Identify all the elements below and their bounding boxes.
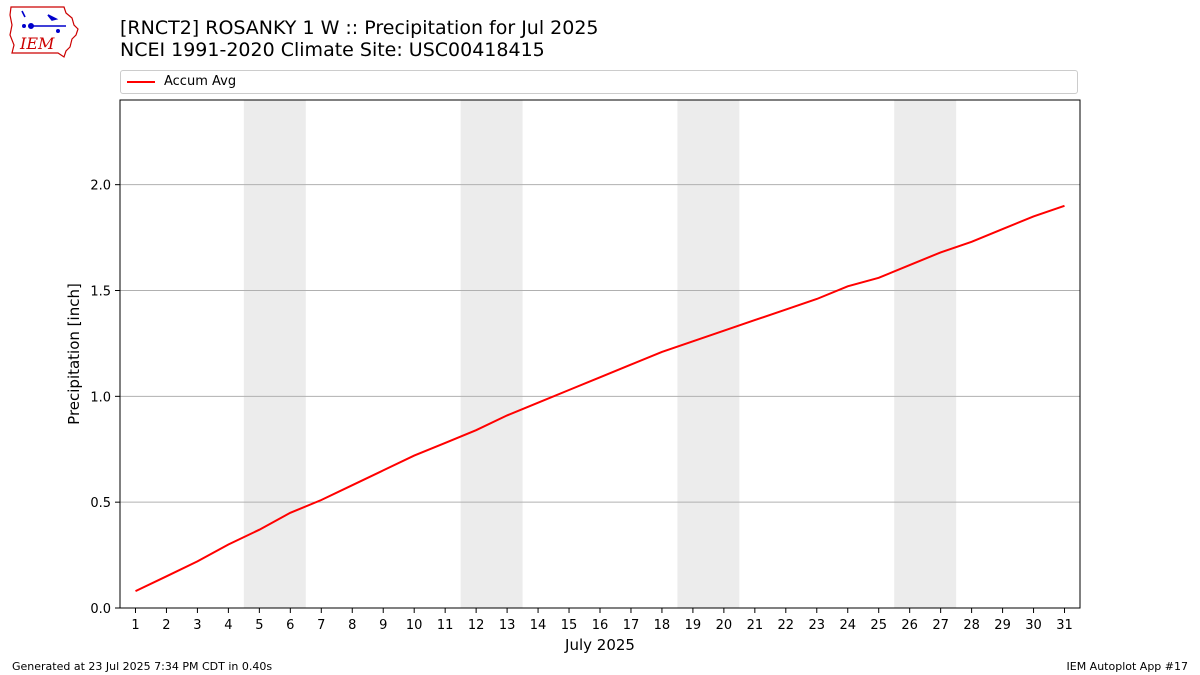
x-tick-label: 31: [1056, 618, 1073, 633]
x-tick-label: 5: [255, 618, 263, 633]
x-tick-label: 20: [716, 618, 733, 633]
y-tick-label: 0.5: [90, 496, 111, 511]
x-tick-label: 16: [592, 618, 609, 633]
x-axis-label: July 2025: [564, 636, 635, 654]
weekend-band: [460, 100, 523, 608]
x-tick-label: 4: [224, 618, 232, 633]
x-tick-label: 23: [809, 618, 826, 633]
y-tick-label: 2.0: [90, 179, 111, 194]
x-tick-label: 10: [406, 618, 423, 633]
y-tick-label: 1.0: [90, 390, 111, 405]
y-axis-label: Precipitation [inch]: [65, 283, 83, 425]
logo-text: IEM: [19, 34, 55, 53]
x-tick-label: 12: [468, 618, 485, 633]
x-tick-label: 21: [747, 618, 764, 633]
x-tick-label: 1: [131, 618, 139, 633]
x-tick-label: 14: [530, 618, 547, 633]
x-tick-label: 3: [193, 618, 201, 633]
x-tick-label: 7: [317, 618, 325, 633]
x-tick-label: 17: [623, 618, 640, 633]
x-tick-label: 30: [1025, 618, 1042, 633]
x-tick-label: 27: [932, 618, 949, 633]
legend: Accum Avg: [120, 70, 1078, 94]
x-tick-label: 8: [348, 618, 356, 633]
x-tick-label: 11: [437, 618, 454, 633]
weekend-band: [677, 100, 740, 608]
chart-title: [RNCT2] ROSANKY 1 W :: Precipitation for…: [120, 17, 599, 39]
weekend-band: [894, 100, 957, 608]
iem-logo: IEM: [9, 6, 79, 58]
x-tick-label: 15: [561, 618, 578, 633]
footer-generated: Generated at 23 Jul 2025 7:34 PM CDT in …: [12, 660, 273, 673]
x-tick-label: 28: [963, 618, 980, 633]
x-tick-label: 25: [870, 618, 887, 633]
x-tick-label: 18: [654, 618, 671, 633]
y-tick-label: 1.5: [90, 285, 111, 300]
x-tick-label: 6: [286, 618, 294, 633]
chart-subtitle: NCEI 1991-2020 Climate Site: USC00418415: [120, 39, 545, 61]
x-tick-label: 19: [685, 618, 702, 633]
x-tick-label: 24: [839, 618, 856, 633]
x-tick-label: 26: [901, 618, 918, 633]
series-line-accum-avg: [135, 204, 1065, 593]
x-tick-label: 13: [499, 618, 516, 633]
x-tick-label: 29: [994, 618, 1011, 633]
x-tick-label: 9: [379, 618, 387, 633]
x-tick-label: 22: [778, 618, 795, 633]
x-tick-label: 2: [162, 618, 170, 633]
y-tick-label: 0.0: [90, 602, 111, 617]
legend-label-accum-avg: Accum Avg: [164, 74, 237, 89]
footer-app: IEM Autoplot App #17: [1066, 660, 1189, 673]
legend-swatch-accum-avg: [127, 81, 155, 83]
